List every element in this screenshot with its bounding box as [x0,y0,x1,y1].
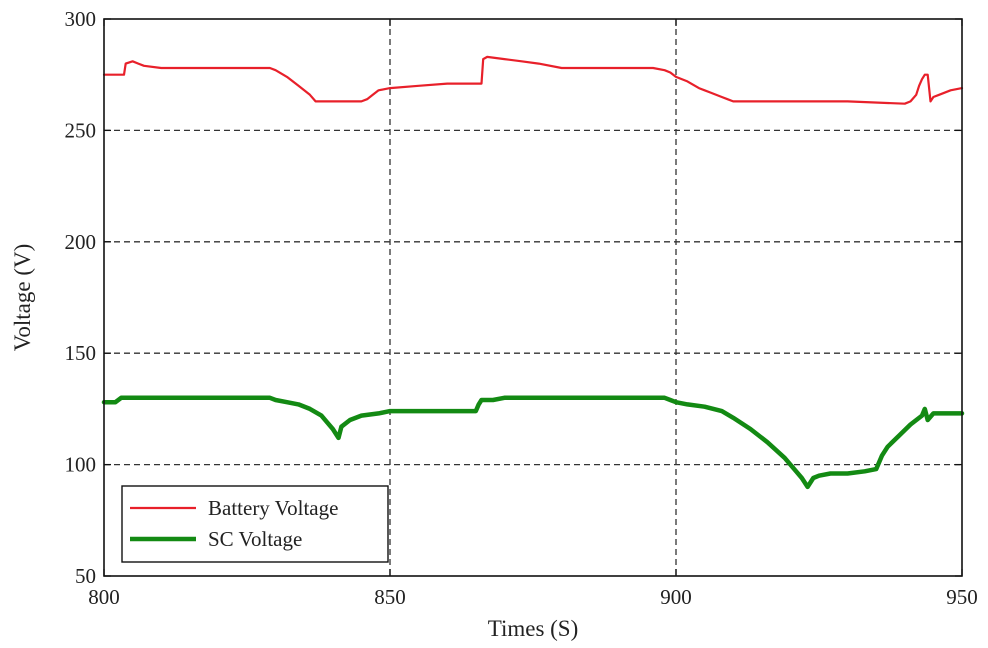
y-tick-label-300: 300 [65,7,97,31]
x-axis-label: Times (S) [488,616,579,641]
x-tick-label-950: 950 [946,585,978,609]
tick-labels: 800 850 900 950 50 100 150 200 250 300 [65,7,978,609]
y-tick-label-100: 100 [65,453,97,477]
x-tick-label-850: 850 [374,585,406,609]
y-tick-label-50: 50 [75,564,96,588]
y-tick-label-150: 150 [65,341,97,365]
legend-label-sc-voltage: SC Voltage [208,527,302,551]
grid-lines [104,19,962,576]
series-line-sc-voltage [101,395,965,490]
legend: Battery Voltage SC Voltage [121,485,389,563]
series-line-battery-voltage [102,55,964,105]
x-tick-label-900: 900 [660,585,692,609]
x-tick-label-800: 800 [88,585,120,609]
y-tick-label-250: 250 [65,118,97,142]
legend-label-battery-voltage: Battery Voltage [208,496,338,520]
series-layer [101,55,965,490]
legend-box [121,485,389,563]
plot-frame [103,18,963,577]
y-tick-label-200: 200 [65,230,97,254]
y-axis-label: Voltage (V) [10,244,35,352]
